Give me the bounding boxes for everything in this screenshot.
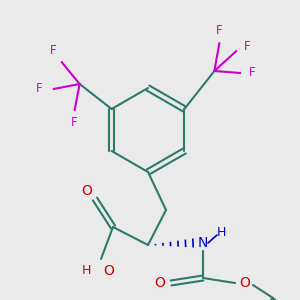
Text: F: F xyxy=(71,116,78,130)
Text: O: O xyxy=(240,276,250,290)
Text: H: H xyxy=(216,226,226,239)
Text: F: F xyxy=(244,40,251,53)
Text: O: O xyxy=(154,276,165,290)
Text: F: F xyxy=(249,67,256,80)
Text: O: O xyxy=(82,184,92,198)
Text: H: H xyxy=(82,265,91,278)
Text: F: F xyxy=(36,82,43,95)
Text: O: O xyxy=(103,264,114,278)
Text: F: F xyxy=(50,44,57,56)
Text: F: F xyxy=(216,25,223,38)
Text: N: N xyxy=(198,236,208,250)
